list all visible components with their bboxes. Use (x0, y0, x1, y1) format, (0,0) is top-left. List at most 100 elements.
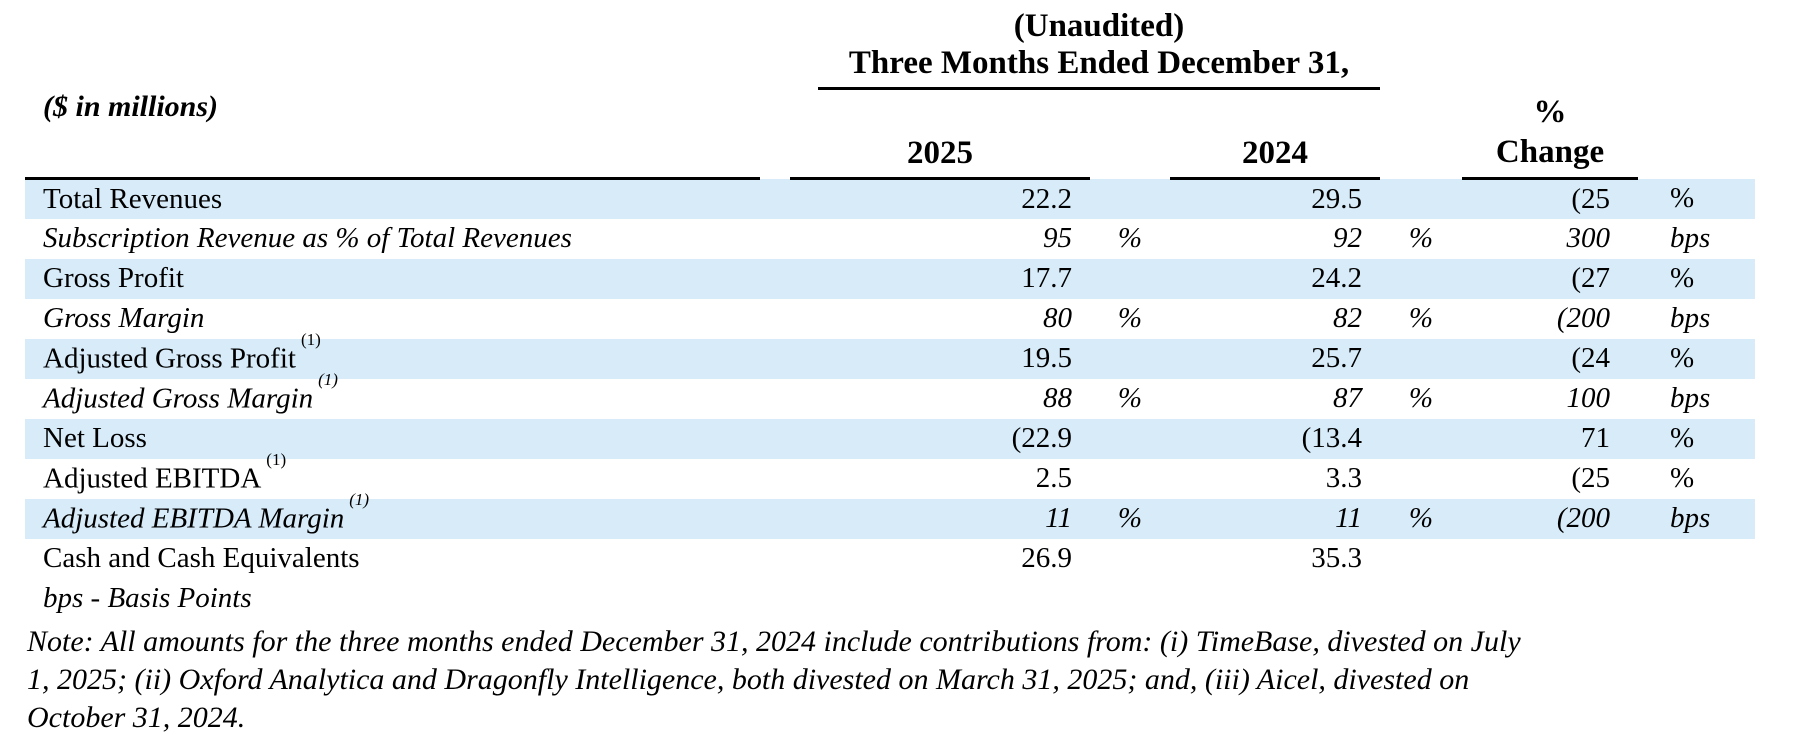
row-label: Total Revenues (25, 178, 760, 219)
bps-legend: bps - Basis Points (43, 582, 252, 614)
units-note: ($ in millions) (25, 90, 760, 180)
table-row: Subscription Revenue as % of Total Reven… (25, 219, 1755, 259)
row-label: Adjusted Gross Margin(1) (25, 370, 760, 419)
row-label: Gross Margin (25, 299, 760, 339)
spacer-cell (1638, 90, 1755, 179)
header-row-columns: ($ in millions) 2025 2024 % Change (25, 90, 1755, 180)
footnote-marker: (1) (300, 329, 321, 349)
value-change: (27 (1462, 258, 1639, 299)
note-line: Note: All amounts for the three months e… (27, 624, 1521, 658)
unit-change: % (1638, 178, 1756, 219)
table-row: Net Loss (22.9 (13.4 71% (25, 418, 1756, 459)
row-label-text: Net Loss (43, 422, 147, 454)
value-change: (25 (1571, 462, 1611, 494)
value-2024: 11 (1170, 498, 1381, 539)
table-row: Adjusted EBITDA Margin(1) 11% 11% (200 bps (25, 490, 1756, 539)
row-label-text: Adjusted EBITDA Margin (43, 502, 345, 535)
value-2024: 87 (1333, 382, 1363, 414)
table-row: Cash and Cash Equivalents 26.9 35.3 (25, 539, 1755, 579)
table-row-bps-legend: bps - Basis Points (25, 579, 1755, 619)
note-line: October 31, 2024. (27, 700, 246, 734)
spacer-cell (1462, 45, 1638, 90)
row-label: Subscription Revenue as % of Total Reven… (25, 219, 760, 259)
value-2025: 95 (1043, 222, 1072, 254)
value-change (1462, 539, 1638, 579)
spacer-cell (1380, 0, 1462, 45)
unit-2025: % (1090, 498, 1170, 539)
spacer-cell (760, 178, 790, 219)
row-label-text: Adjusted Gross Margin (43, 382, 314, 415)
col-header-2025: 2025 (790, 90, 1090, 180)
row-label-text: Gross Profit (43, 262, 184, 294)
value-2025: 2.5 (1035, 462, 1072, 494)
unit-change (1638, 539, 1755, 579)
unit-2024: % (1408, 222, 1434, 254)
row-label-text: Gross Margin (43, 302, 205, 334)
pct-symbol-label: % (1533, 94, 1567, 130)
unit-2025: % (1117, 382, 1143, 414)
unit-change: % (1638, 418, 1756, 459)
note-line: 1, 2025; (ii) Oxford Analytica and Drago… (27, 662, 1470, 696)
unit-2025 (1090, 258, 1170, 299)
note-text: Note: All amounts for the three months e… (27, 623, 1798, 737)
row-label: Net Loss (25, 418, 760, 459)
table-body: Total Revenues 22.2 29.5 (25% Subscription R… (25, 178, 1756, 579)
spacer-cell (760, 258, 790, 299)
col-header-pct-change: % Change (1462, 90, 1639, 180)
spacer-cell (760, 579, 1755, 619)
unit-2024 (1380, 418, 1463, 459)
value-2024: 24.2 (1170, 258, 1381, 299)
value-2024: 3.3 (1325, 462, 1363, 494)
table-row: Adjusted Gross Margin(1) 88% 87% 100 bps (25, 370, 1755, 419)
value-2025: 22.2 (790, 178, 1090, 219)
spacer-cell (1380, 45, 1462, 90)
value-2024: 82 (1333, 302, 1363, 334)
spacer-cell (25, 0, 760, 45)
row-label: Adjusted EBITDA Margin(1) (25, 490, 760, 539)
spacer-cell (760, 299, 790, 339)
table-legend-body: bps - Basis Points (25, 579, 1755, 619)
spacer-cell (760, 90, 790, 179)
spacer-cell (1638, 45, 1755, 90)
value-change: 71 (1462, 418, 1639, 459)
spacer-cell (1638, 0, 1755, 45)
value-2025: (22.9 (790, 418, 1090, 459)
unit-2024 (1380, 258, 1463, 299)
value-2024: 29.5 (1170, 178, 1381, 219)
table-row: Adjusted Gross Profit(1) 19.5 25.7 (24% (25, 330, 1756, 379)
footnote-marker: (1) (349, 489, 370, 509)
unit-change: bps (1638, 498, 1756, 539)
unit-change: % (1638, 338, 1756, 379)
unit-2024: % (1408, 382, 1434, 414)
unit-change: bps (1670, 222, 1711, 254)
unaudited-label: (Unaudited) (1013, 8, 1185, 44)
value-2025: 17.7 (790, 258, 1090, 299)
row-label: Adjusted EBITDA(1) (25, 450, 760, 499)
unit-2024: % (1380, 498, 1463, 539)
table-row: Gross Margin 80% 82% (200 bps (25, 299, 1755, 339)
change-label: Change (1495, 134, 1605, 170)
unit-2024 (1380, 459, 1462, 499)
table-row: Adjusted EBITDA(1) 2.5 3.3 (25% (25, 450, 1755, 499)
row-label-text: Adjusted EBITDA (43, 462, 262, 495)
table-row: Gross Profit 17.7 24.2 (27% (25, 258, 1756, 299)
value-2024: (13.4 (1170, 418, 1381, 459)
table-row: Total Revenues 22.2 29.5 (25% (25, 178, 1756, 219)
spacer-cell (760, 498, 790, 539)
spacer-cell (1380, 90, 1462, 179)
unit-change: % (1670, 462, 1695, 494)
header-row-unaudited: (Unaudited) (25, 0, 1755, 45)
spacer-cell (1090, 90, 1170, 179)
row-label-text: Adjusted Gross Profit (43, 342, 296, 375)
spacer-cell (760, 0, 790, 45)
value-2025: 88 (1043, 382, 1072, 414)
value-2025: 19.5 (790, 338, 1090, 379)
value-change: 300 (1566, 222, 1611, 254)
spacer-cell (1462, 0, 1638, 45)
value-2024: 35.3 (1311, 542, 1363, 574)
row-label-text: Subscription Revenue as % of Total Reven… (43, 222, 572, 254)
value-2025: 80 (1043, 302, 1072, 334)
unit-2025 (1090, 338, 1170, 379)
row-label: Gross Profit (25, 258, 760, 299)
